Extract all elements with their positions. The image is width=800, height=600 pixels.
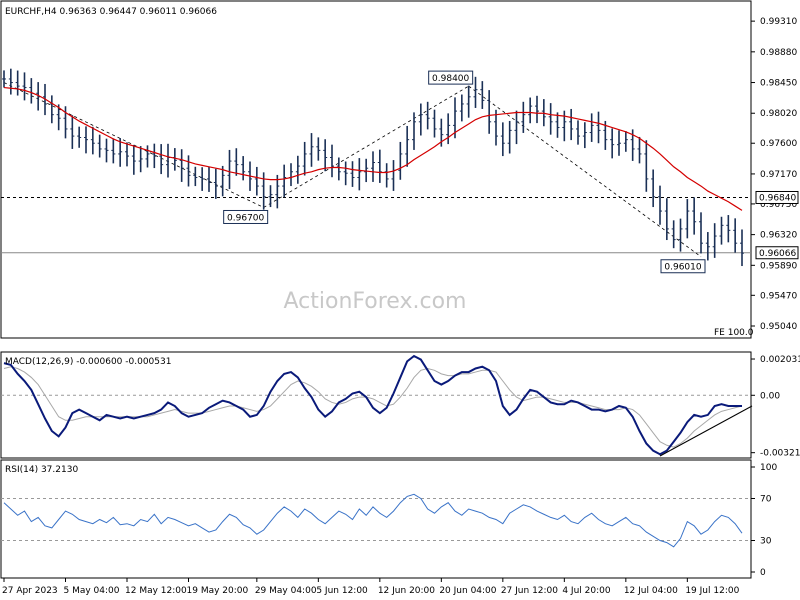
x-tick-label: 12 Jul 04:00: [624, 586, 678, 596]
annotation-label: 0.98400: [432, 74, 469, 84]
price-tick-label: 0.97600: [760, 139, 797, 149]
swing-line: [263, 85, 469, 208]
hline-value-label-box: [755, 190, 799, 204]
last-price-label: 0.96066: [755, 246, 799, 260]
price-tick-label: 0.98880: [760, 48, 797, 58]
x-tick-label: 29 May 04:00: [255, 586, 317, 596]
x-tick-label: 12 Jun 20:00: [378, 586, 435, 596]
price-tick-label: 0.96750: [760, 200, 797, 210]
x-tick-label: 20 Jun 04:00: [439, 586, 496, 596]
last-price-label-box: [755, 246, 799, 260]
watermark: ActionForex.com: [284, 289, 467, 314]
rsi-title: RSI(14) 37.2130: [5, 465, 78, 475]
rsi-tick-label: 30: [760, 537, 772, 547]
axis-layer: 0.99310 0.98880 0.98450 0.98020 0.97600 0.971…: [2, 17, 800, 596]
price-annotation: 0.96010: [660, 259, 706, 274]
annotation-label: 0.96700: [227, 213, 264, 223]
price-annotation: 0.98400: [428, 70, 474, 85]
macd-layer: [1, 354, 753, 457]
price-tick-label: 0.95040: [760, 322, 797, 332]
macd-line: [3, 354, 742, 456]
moving-average-line: [3, 86, 743, 211]
price-tick-label: 0.95890: [760, 261, 797, 271]
fib-label: FE 100.0: [714, 328, 754, 338]
price-tick-label: 0.96320: [760, 231, 797, 241]
x-tick-label: 5 Jun 12:00: [316, 586, 368, 596]
hline-value-label: 0.96840: [755, 190, 799, 204]
price-annotation: 0.96700: [223, 209, 269, 224]
x-tick-label: 12 May 12:00: [125, 586, 187, 596]
symbol-header: EURCHF,H4 0.96363 0.96447 0.96011 0.9606…: [5, 7, 217, 17]
x-tick-label: 27 Apr 2023: [2, 586, 58, 596]
price-panel: [0, 0, 752, 339]
annotation-label: 0.96010: [664, 263, 701, 273]
annotation-box: [660, 259, 706, 274]
macd-tick-label: 0.00: [760, 391, 780, 401]
price-tick-label: 0.97170: [760, 170, 797, 180]
macd-title: MACD(12,26,9) -0.000600 -0.000531: [5, 357, 171, 367]
price-tick-label: 0.98450: [760, 79, 797, 89]
x-tick-label: 4 Jul 20:00: [562, 586, 611, 596]
price-layer: 0.96700 0.98400 0.96010: [1, 68, 751, 274]
rsi-panel: [0, 459, 752, 579]
annotation-box: [223, 209, 269, 224]
macd-tick-label: 0.002031: [760, 355, 800, 365]
rsi-tick-label: 100: [760, 463, 777, 473]
rsi-tick-label: 70: [760, 495, 772, 505]
macd-trendline: [659, 405, 753, 457]
rsi-line: [3, 493, 743, 548]
macd-panel: [0, 351, 752, 459]
last-price-label-text: 0.96066: [759, 249, 796, 259]
x-tick-label: 5 May 04:00: [64, 586, 120, 596]
price-tick-label: 0.98020: [760, 109, 797, 119]
rsi-layer: [1, 493, 751, 548]
price-tick-label: 0.99310: [760, 17, 797, 27]
hline-value-label-text: 0.96840: [759, 193, 796, 203]
price-tick-label: 0.95470: [760, 291, 797, 301]
swing-line: [468, 85, 702, 258]
rsi-tick-label: 0: [760, 568, 766, 578]
x-tick-label: 19 May 20:00: [187, 586, 249, 596]
macd-tick-label: -0.003214: [760, 449, 800, 459]
x-tick-label: 27 Jun 12:00: [501, 586, 558, 596]
x-tick-label: 19 Jul 12:00: [685, 586, 739, 596]
annotation-box: [428, 70, 474, 85]
